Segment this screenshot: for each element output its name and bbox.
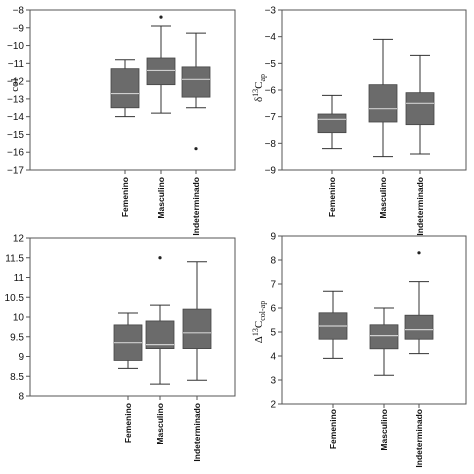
- box-masculino: [369, 324, 399, 350]
- y-tick-label: 10.5: [5, 293, 25, 304]
- y-axis-label: Δ13Ccol-ap: [251, 301, 267, 343]
- y-tick-label: −14: [7, 112, 24, 123]
- y-tick-label: 6: [270, 304, 276, 315]
- y-tick-label: −6: [265, 86, 277, 97]
- box-masculino: [146, 57, 176, 86]
- y-tick-label: −15: [7, 130, 24, 141]
- y-axis-label-fragment: col: [9, 78, 21, 91]
- box-indeterminado: [181, 66, 211, 98]
- y-tick-label: 3: [270, 376, 276, 387]
- y-tick-label: −9: [13, 23, 25, 34]
- category-label: Indeterminado: [192, 403, 202, 462]
- outlier-point: [417, 251, 421, 255]
- box-indeterminado: [182, 308, 212, 350]
- y-tick-label: 4: [270, 352, 276, 363]
- category-label: Femenino: [120, 177, 130, 217]
- y-tick-label: −11: [8, 59, 25, 70]
- y-tick-label: 2: [270, 400, 276, 411]
- plot-frame: [281, 235, 467, 405]
- y-tick-label: 8.5: [10, 372, 24, 383]
- box-masculino: [145, 320, 175, 350]
- plot-frame: [29, 9, 236, 171]
- y-tick-label: 9: [18, 352, 24, 363]
- outlier-point: [159, 15, 163, 19]
- y-tick-label: 11: [14, 273, 25, 284]
- category-label: Indeterminado: [414, 409, 424, 468]
- y-tick-label: 8: [270, 256, 276, 267]
- y-tick-label: −13: [7, 94, 24, 105]
- y-tick-label: −8: [265, 139, 277, 150]
- y-tick-label: −8: [13, 6, 25, 17]
- y-tick-label: −9: [265, 166, 277, 177]
- box-masculino: [368, 84, 398, 123]
- category-label: Indeterminado: [191, 177, 201, 236]
- outlier-point: [158, 256, 162, 260]
- y-tick-label: −7: [265, 112, 277, 123]
- y-tick-label: 10: [13, 313, 25, 324]
- box-femenino: [110, 68, 140, 109]
- y-tick-label: 12: [13, 234, 25, 245]
- y-tick-label: −17: [7, 166, 24, 177]
- y-tick-label: 9.5: [10, 332, 24, 343]
- category-label: Masculino: [156, 177, 166, 219]
- box-indeterminado: [404, 314, 434, 340]
- y-tick-label: −3: [265, 6, 277, 17]
- category-label: Masculino: [379, 409, 389, 451]
- y-tick-label: −16: [7, 148, 24, 159]
- outlier-point: [194, 147, 198, 151]
- category-label: Indeterminado: [415, 177, 425, 236]
- y-tick-label: −10: [7, 41, 24, 52]
- y-tick-label: 8: [18, 392, 24, 403]
- category-label: Masculino: [155, 403, 165, 445]
- category-label: Masculino: [378, 177, 388, 219]
- category-label: Femenino: [328, 409, 338, 449]
- y-tick-label: −4: [265, 32, 277, 43]
- y-tick-label: −12: [7, 77, 24, 88]
- y-tick-label: 11.5: [5, 253, 24, 264]
- category-label: Femenino: [123, 403, 133, 443]
- y-tick-label: 7: [270, 280, 276, 291]
- y-axis-label: δ13Cap: [251, 74, 267, 102]
- y-tick-label: 5: [270, 328, 276, 339]
- y-tick-label: 9: [270, 232, 276, 243]
- y-tick-label: −5: [265, 59, 277, 70]
- box-femenino: [317, 113, 347, 134]
- category-label: Femenino: [327, 177, 337, 217]
- box-indeterminado: [405, 92, 435, 126]
